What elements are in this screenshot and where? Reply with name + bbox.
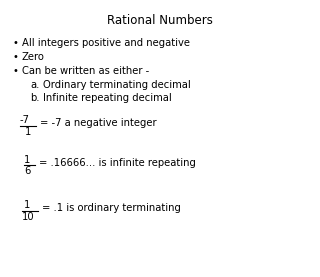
Text: = .16666... is infinite repeating: = .16666... is infinite repeating <box>39 158 196 168</box>
Text: = -7 a negative integer: = -7 a negative integer <box>40 118 156 128</box>
Text: 1: 1 <box>24 155 30 165</box>
Text: All integers positive and negative: All integers positive and negative <box>22 38 190 48</box>
Text: •: • <box>12 66 18 76</box>
Text: Ordinary terminating decimal: Ordinary terminating decimal <box>43 80 191 90</box>
Text: Rational Numbers: Rational Numbers <box>107 14 213 27</box>
Text: a.: a. <box>30 80 39 90</box>
Text: •: • <box>12 52 18 62</box>
Text: = .1 is ordinary terminating: = .1 is ordinary terminating <box>42 203 181 213</box>
Text: 6: 6 <box>24 166 30 176</box>
Text: 1: 1 <box>24 200 30 210</box>
Text: -7: -7 <box>20 115 30 125</box>
Text: Infinite repeating decimal: Infinite repeating decimal <box>43 93 172 103</box>
Text: Can be written as either -: Can be written as either - <box>22 66 149 76</box>
Text: 10: 10 <box>22 212 35 222</box>
Text: •: • <box>12 38 18 48</box>
Text: Zero: Zero <box>22 52 45 62</box>
Text: b.: b. <box>30 93 39 103</box>
Text: 1: 1 <box>25 127 31 137</box>
